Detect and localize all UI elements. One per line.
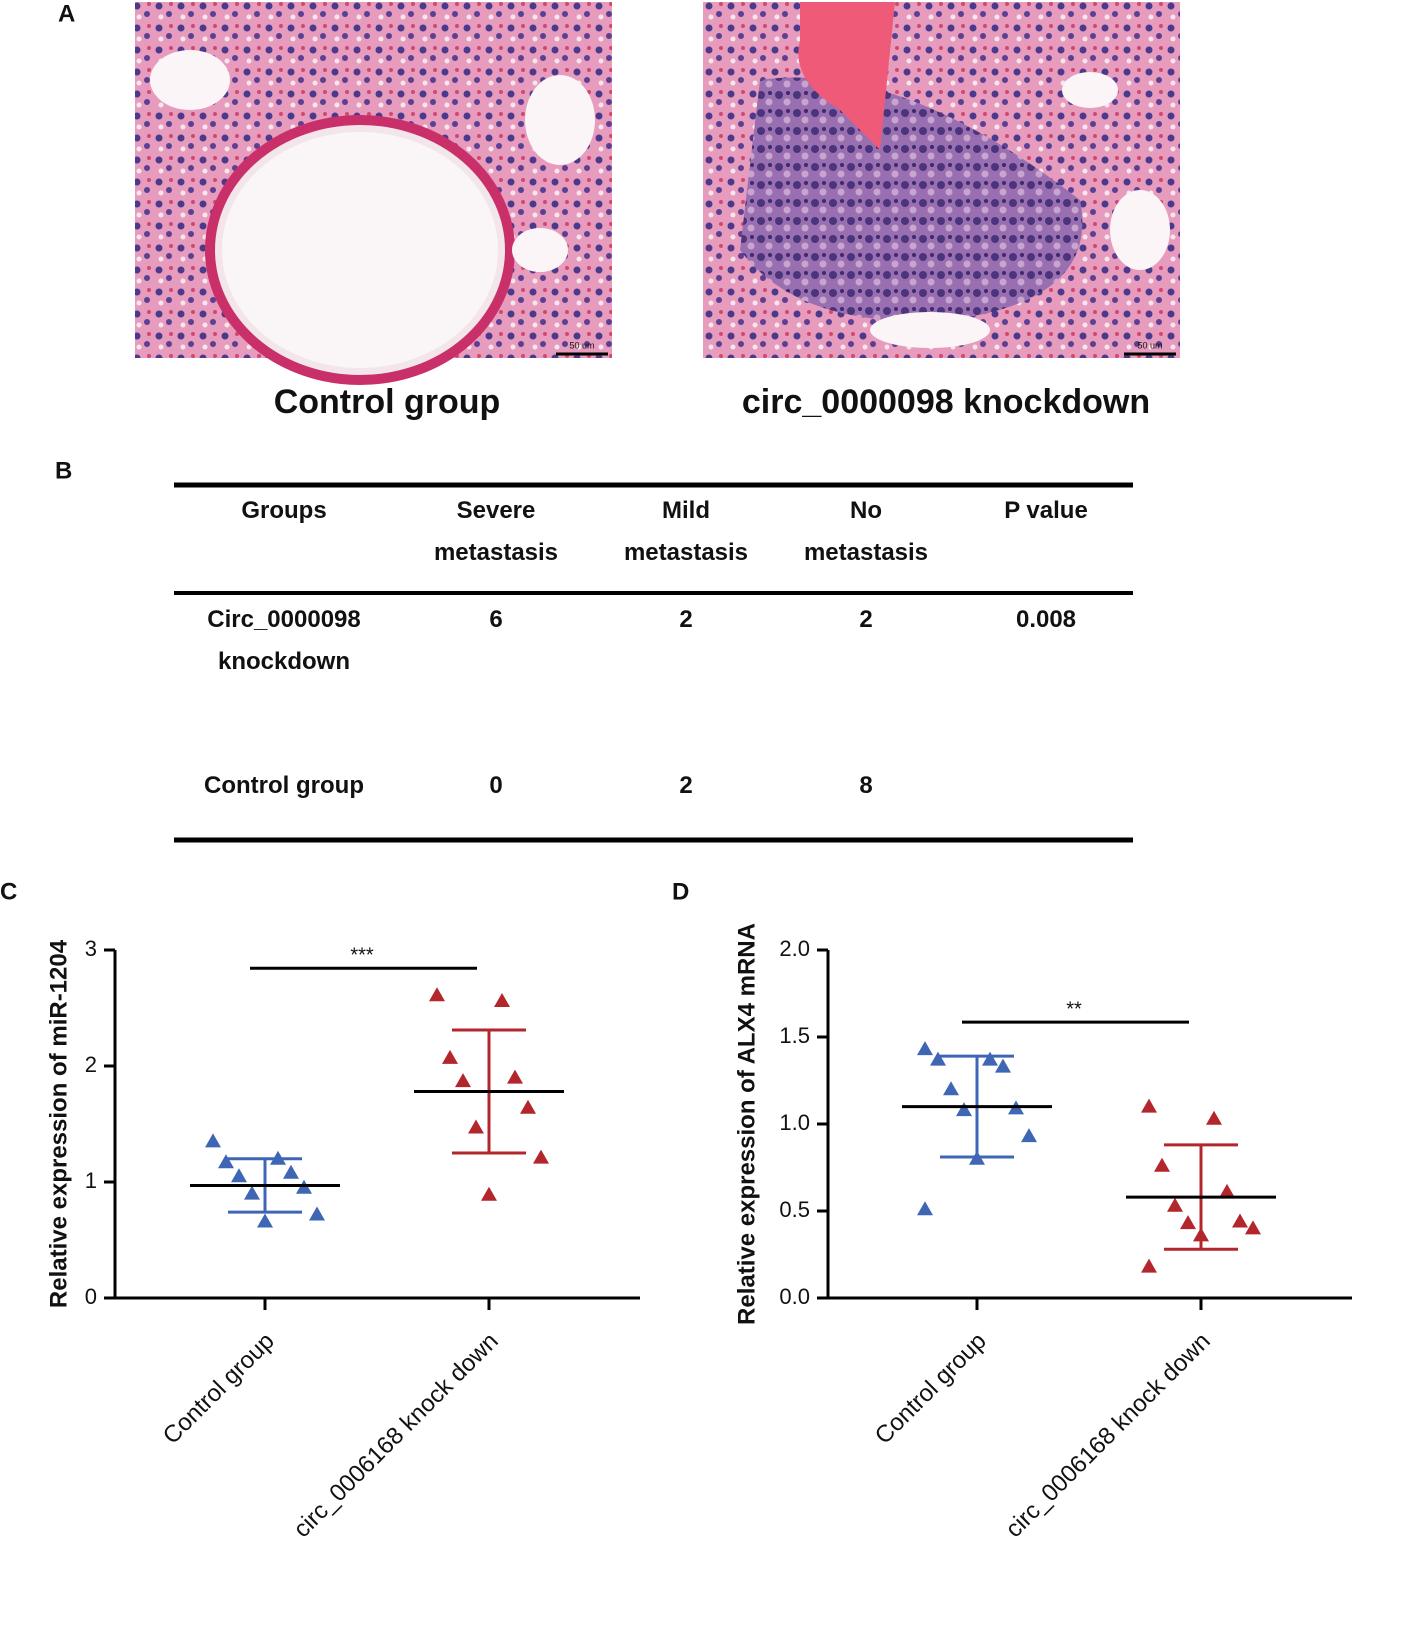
data-point <box>1245 1220 1261 1235</box>
table-header: P value <box>1004 497 1088 524</box>
data-point <box>309 1206 325 1221</box>
table-header: No metastasis <box>803 497 929 566</box>
y-axis-label: Relative expression of miR-1204 <box>45 939 72 1308</box>
data-point <box>244 1185 260 1200</box>
table-cell: 2 <box>679 772 693 799</box>
scale-bar-label: 50 um <box>569 340 594 350</box>
data-point <box>231 1168 247 1183</box>
data-point <box>283 1164 299 1179</box>
data-point <box>442 1049 458 1064</box>
table-cell: 6 <box>489 606 503 633</box>
data-point <box>218 1154 234 1169</box>
data-point <box>1219 1183 1235 1198</box>
data-point <box>468 1119 484 1134</box>
data-point <box>995 1058 1011 1073</box>
y-tick-label: 1.0 <box>779 1110 810 1135</box>
data-point <box>1167 1197 1183 1212</box>
y-tick-label: 0.0 <box>779 1284 810 1309</box>
data-point <box>481 1186 497 1201</box>
x-tick-label: Control group <box>158 1328 280 1450</box>
data-point <box>1180 1215 1196 1230</box>
data-point <box>982 1051 998 1066</box>
data-point <box>494 993 510 1008</box>
data-point <box>533 1149 549 1164</box>
data-point <box>429 987 445 1002</box>
panel-label: A <box>58 0 75 27</box>
data-point <box>956 1102 972 1117</box>
data-point <box>520 1099 536 1114</box>
table-cell: 2 <box>859 606 873 633</box>
table-cell: 0 <box>489 772 503 799</box>
y-tick-label: 2 <box>85 1052 97 1077</box>
y-tick-label: 1.5 <box>779 1023 810 1048</box>
data-point <box>1141 1098 1157 1113</box>
table-header: Mild metastasis <box>623 497 749 566</box>
panel-label: C <box>0 878 17 905</box>
table-cell: 8 <box>859 772 873 799</box>
x-tick-label: circ_0006168 knock down <box>288 1328 503 1543</box>
data-point <box>917 1041 933 1056</box>
scale-bar-label: 50 um <box>1137 340 1162 350</box>
table-cell: Circ_0000098 knockdown <box>207 606 361 675</box>
table-cell: Control group <box>204 772 364 799</box>
y-axis-label: Relative expression of ALX4 mRNA <box>733 923 760 1325</box>
table-header: Groups <box>241 497 327 524</box>
data-point <box>1232 1213 1248 1228</box>
data-point <box>1154 1157 1170 1172</box>
y-tick-label: 1 <box>85 1168 97 1193</box>
data-point <box>917 1201 933 1216</box>
table-cell: 2 <box>679 606 693 633</box>
y-tick-label: 3 <box>85 936 97 961</box>
table-cell: 0.008 <box>1015 606 1077 633</box>
panel-label: D <box>672 878 689 905</box>
histology-image: 50 um <box>135 2 612 385</box>
histology-image: 50 um <box>703 2 1180 358</box>
y-tick-label: 0 <box>85 1284 97 1309</box>
data-point <box>205 1133 221 1148</box>
image-caption: Control group <box>274 383 501 421</box>
significance-label: *** <box>350 945 374 967</box>
x-tick-label: Control group <box>870 1328 992 1450</box>
table-header: Severe metastasis <box>433 497 559 566</box>
data-point <box>257 1213 273 1228</box>
data-point <box>455 1073 471 1088</box>
data-point <box>1141 1258 1157 1273</box>
panel-label: B <box>55 457 72 484</box>
y-tick-label: 2.0 <box>779 936 810 961</box>
data-point <box>930 1051 946 1066</box>
data-point <box>507 1069 523 1084</box>
data-point <box>1206 1110 1222 1125</box>
data-point <box>1021 1128 1037 1143</box>
significance-label: ** <box>1066 998 1082 1020</box>
y-tick-label: 0.5 <box>779 1197 810 1222</box>
x-tick-label: circ_0006168 knock down <box>1000 1328 1215 1543</box>
image-caption: circ_0000098 knockdown <box>742 383 1150 421</box>
data-point <box>943 1081 959 1096</box>
